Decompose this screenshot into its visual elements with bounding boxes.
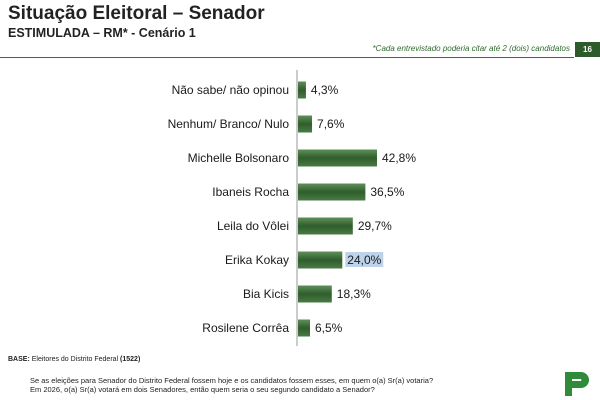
bar bbox=[298, 149, 377, 167]
value-label: 18,3% bbox=[337, 287, 371, 301]
bar bbox=[298, 251, 343, 269]
base-count: (1522) bbox=[120, 356, 141, 363]
base-note: BASE: Eleitores do Distrito Federal (152… bbox=[8, 356, 140, 363]
value-label: 24,0% bbox=[347, 253, 381, 267]
page-number-badge: 16 bbox=[575, 42, 600, 57]
page-subtitle: ESTIMULADA – RM* - Cenário 1 bbox=[8, 26, 196, 40]
category-label: Erika Kokay bbox=[225, 253, 289, 267]
category-label: Leila do Vôlei bbox=[217, 219, 289, 233]
value-label: 4,3% bbox=[311, 83, 339, 97]
category-label: Nenhum/ Branco/ Nulo bbox=[168, 117, 290, 131]
category-label: Michelle Bolsonaro bbox=[188, 151, 290, 165]
bar bbox=[298, 81, 306, 99]
bar bbox=[298, 285, 332, 303]
value-label: 36,5% bbox=[370, 185, 404, 199]
header-divider bbox=[0, 43, 574, 58]
bar-chart: Não sabe/ não opinou 4,3% Nenhum/ Branco/ … bbox=[168, 70, 416, 346]
question-line-1: Se as eleições para Senador do Distrito … bbox=[30, 376, 434, 385]
bar bbox=[298, 115, 313, 133]
base-text: Eleitores do Distrito Federal bbox=[29, 356, 121, 363]
selection-highlight bbox=[345, 252, 384, 267]
question-line-2: Em 2026, o(a) Sr(a) votará em dois Senad… bbox=[30, 385, 375, 394]
category-label: Não sabe/ não opinou bbox=[172, 83, 289, 97]
bar bbox=[298, 319, 310, 337]
category-label: Bia Kicis bbox=[243, 287, 289, 301]
brand-logo bbox=[565, 372, 589, 396]
value-label: 42,8% bbox=[382, 151, 416, 165]
category-label: Rosilene Corrêa bbox=[202, 321, 289, 335]
value-label: 29,7% bbox=[358, 219, 392, 233]
category-label: Ibaneis Rocha bbox=[212, 185, 289, 199]
page-title: Situação Eleitoral – Senador bbox=[8, 3, 265, 24]
value-label: 6,5% bbox=[315, 321, 343, 335]
base-label: BASE: bbox=[8, 356, 30, 363]
value-label: 7,6% bbox=[317, 117, 345, 131]
survey-question: Se as eleições para Senador do Distrito … bbox=[30, 376, 433, 394]
footnote-candidates: *Cada entrevistado poderia citar até 2 (… bbox=[372, 44, 570, 53]
bar bbox=[298, 183, 366, 201]
bar bbox=[298, 217, 353, 235]
